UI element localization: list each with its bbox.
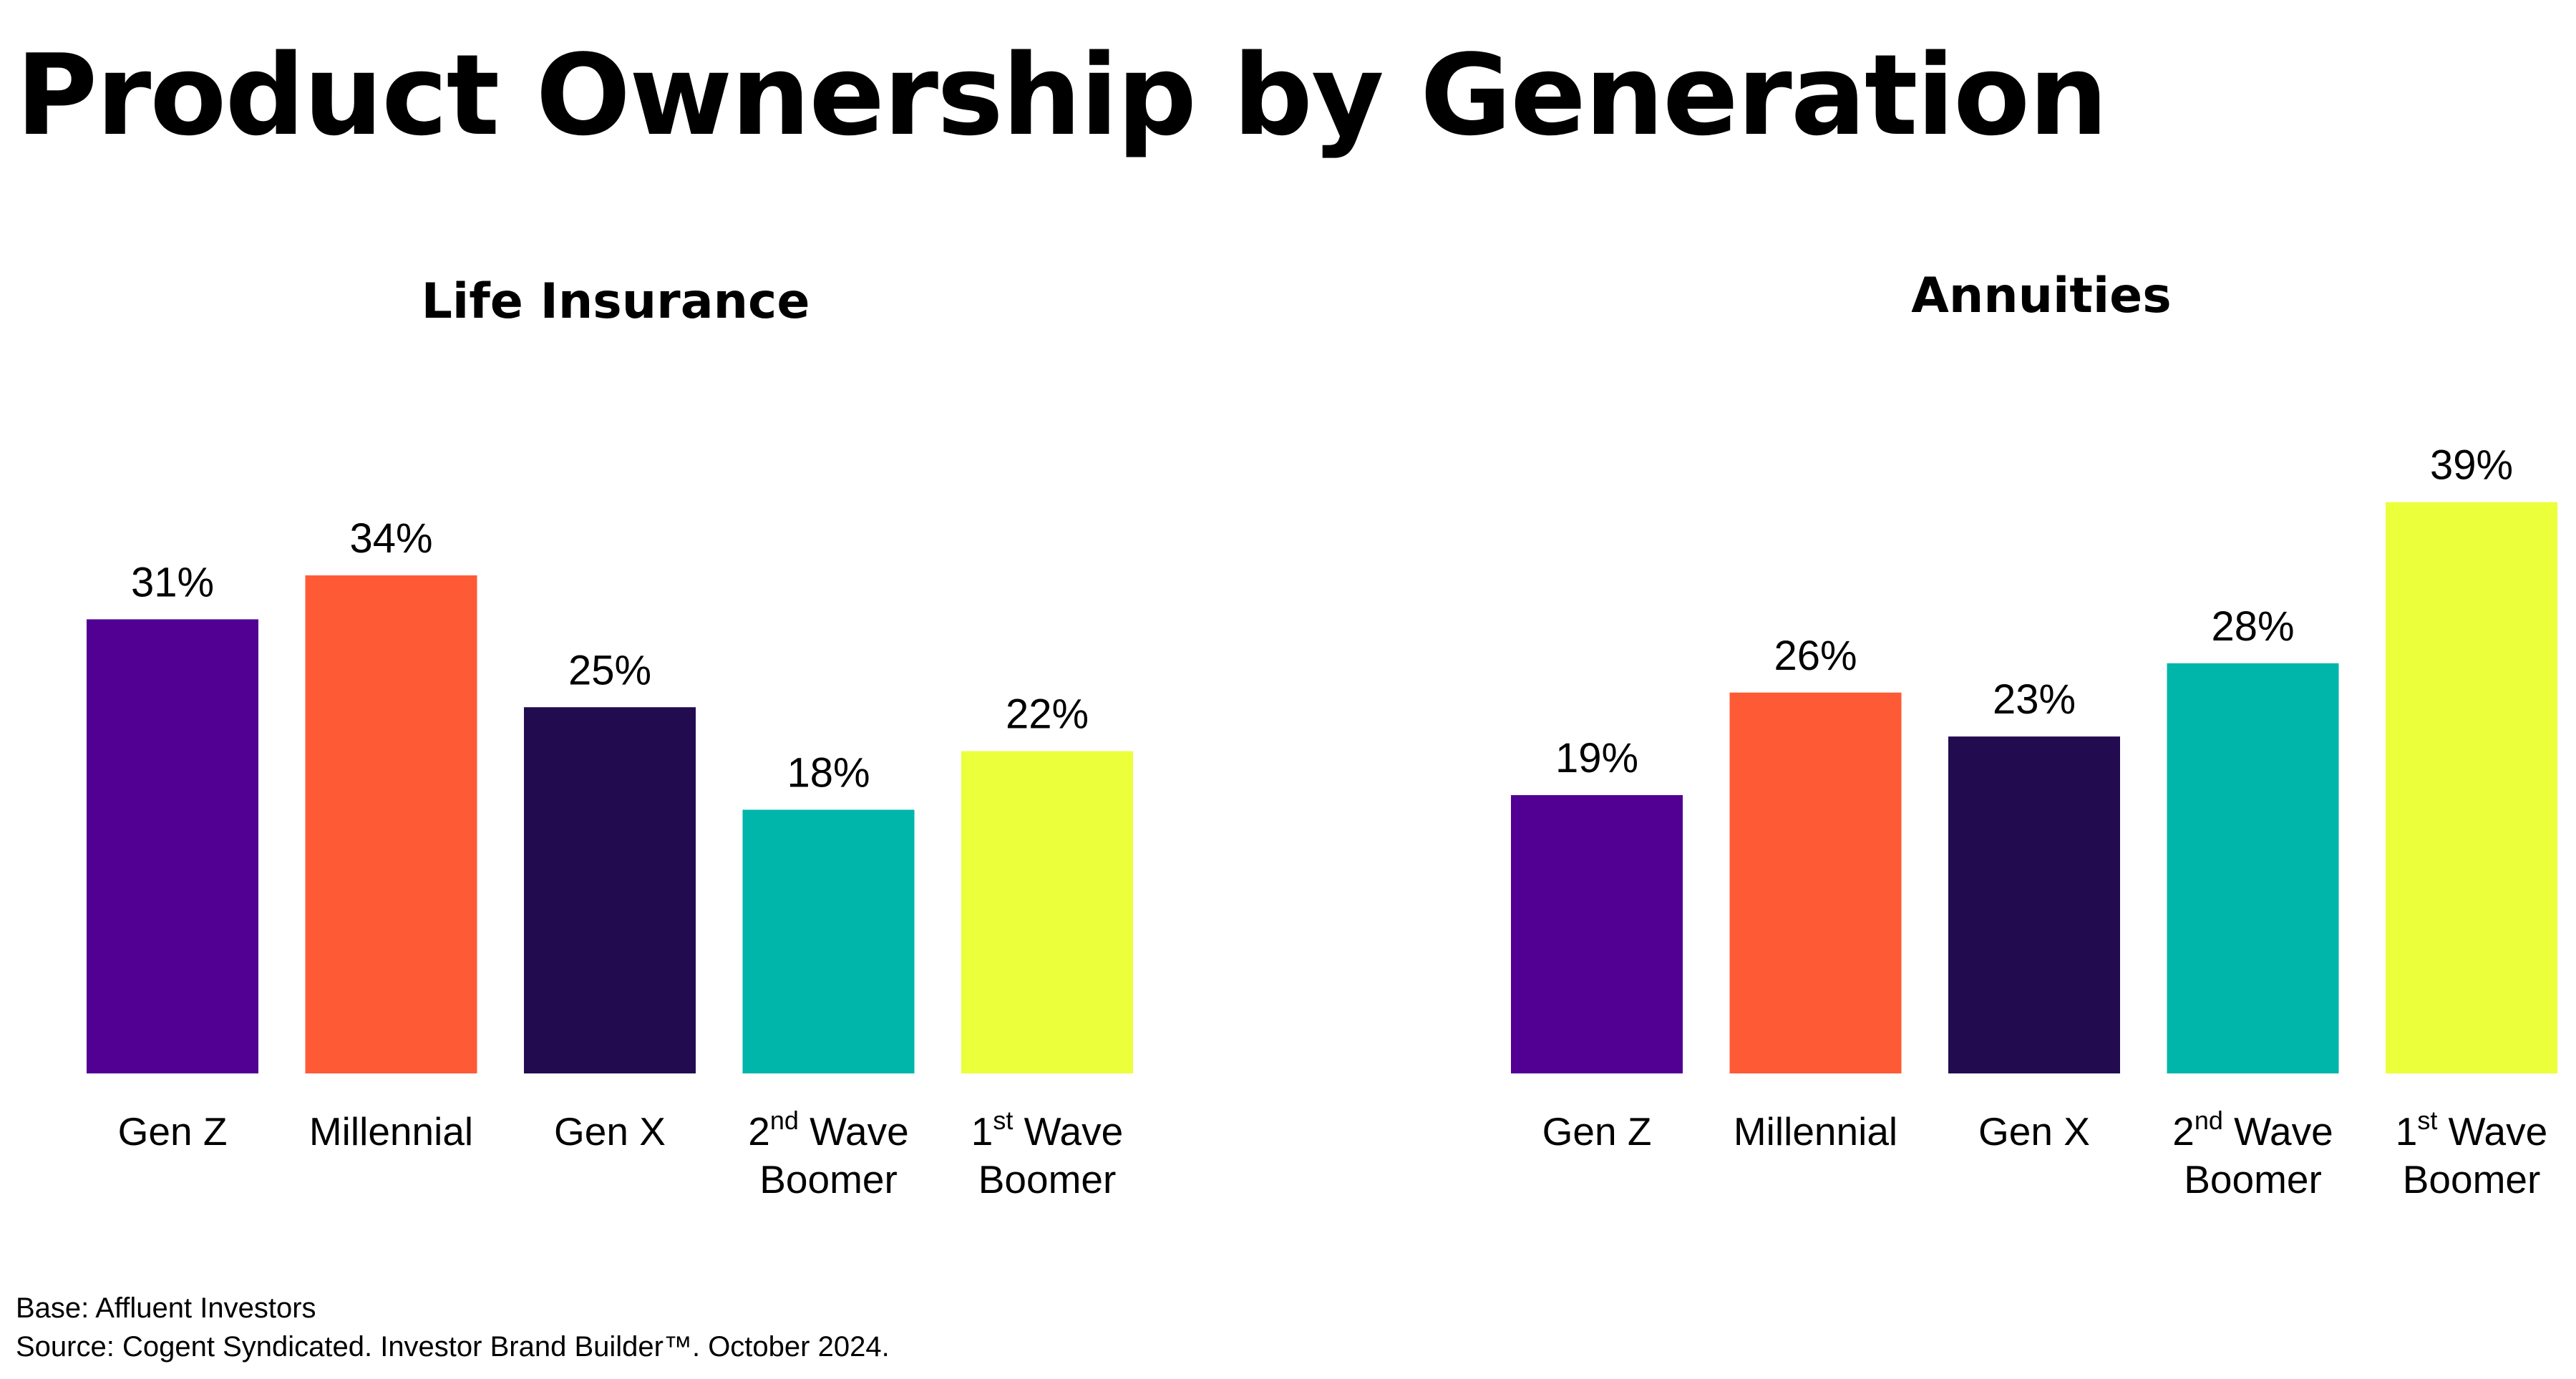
annuities-category-label: Gen X xyxy=(1978,1109,2090,1154)
life-insurance-bar xyxy=(524,707,696,1073)
base-note: Base: Affluent Investors xyxy=(16,1292,316,1324)
category-label-main: Gen X xyxy=(554,1109,666,1154)
annuities-category-label-line2: Boomer xyxy=(2184,1157,2322,1202)
life-insurance-category-label: Gen X xyxy=(554,1109,666,1154)
life-insurance-bar xyxy=(742,809,915,1073)
life-insurance-bar xyxy=(87,619,258,1073)
category-label-main: Millennial xyxy=(309,1109,473,1154)
life-insurance-bar xyxy=(961,751,1133,1073)
annuities-bar xyxy=(1948,736,2120,1073)
annuities-bar xyxy=(2167,663,2339,1073)
annuities-data-label: 28% xyxy=(2211,603,2294,650)
annuities-bar xyxy=(2386,502,2557,1073)
life-insurance-category-label: Millennial xyxy=(309,1109,473,1154)
category-label-rest: Wave xyxy=(1013,1109,1123,1154)
life-insurance-category-label: Gen Z xyxy=(118,1109,228,1154)
life-insurance-category-label: 2nd Wave xyxy=(748,1106,908,1154)
annuities-category-label-line2: Boomer xyxy=(2403,1157,2541,1202)
source-note: Source: Cogent Syndicated. Investor Bran… xyxy=(16,1331,890,1363)
annuities-category-label: 1st Wave xyxy=(2396,1106,2547,1154)
annuities-bar xyxy=(1511,795,1683,1073)
annuities-bar xyxy=(1729,692,1902,1073)
category-label-main: Millennial xyxy=(1734,1109,1897,1154)
annuities-data-label: 19% xyxy=(1555,735,1638,781)
annuities-category-label: Gen Z xyxy=(1542,1109,1652,1154)
annuities-category-label: Millennial xyxy=(1734,1109,1897,1154)
life-insurance-chart: Life Insurance 31% Gen Z 34% Millennial 25% Ge… xyxy=(87,273,1133,1202)
category-label-main: Gen X xyxy=(1978,1109,2090,1154)
category-label-ordinal: nd xyxy=(770,1106,799,1135)
category-label-ordinal: st xyxy=(993,1106,1013,1135)
life-insurance-data-label: 31% xyxy=(131,559,214,605)
life-insurance-chart-title: Life Insurance xyxy=(422,273,810,330)
category-label-main: 2 xyxy=(748,1109,770,1154)
life-insurance-data-label: 34% xyxy=(349,515,432,562)
category-label-rest: Wave xyxy=(2223,1109,2333,1154)
category-label-rest: Wave xyxy=(2437,1109,2547,1154)
annuities-chart: Annuities 19% Gen Z 26% Millennial 23% Gen X 28… xyxy=(1511,268,2557,1202)
life-insurance-category-label-line2: Boomer xyxy=(978,1157,1117,1202)
annuities-data-label: 26% xyxy=(1774,633,1857,679)
category-label-main: Gen Z xyxy=(118,1109,228,1154)
category-label-main: 1 xyxy=(971,1109,993,1154)
life-insurance-data-label: 25% xyxy=(568,647,651,693)
category-label-main: 2 xyxy=(2172,1109,2195,1154)
life-insurance-data-label: 22% xyxy=(1006,691,1089,738)
life-insurance-data-label: 18% xyxy=(787,750,870,796)
category-label-rest: Wave xyxy=(799,1109,909,1154)
life-insurance-category-label-line2: Boomer xyxy=(759,1157,898,1202)
annuities-chart-title: Annuities xyxy=(1911,268,2172,324)
category-label-ordinal: st xyxy=(2417,1106,2437,1135)
life-insurance-category-label: 1st Wave xyxy=(971,1106,1123,1154)
annuities-data-label: 39% xyxy=(2430,442,2513,489)
life-insurance-bar xyxy=(305,575,477,1073)
category-label-main: 1 xyxy=(2396,1109,2418,1154)
category-label-ordinal: nd xyxy=(2195,1106,2223,1135)
annuities-data-label: 23% xyxy=(1993,676,2076,723)
category-label-main: Gen Z xyxy=(1542,1109,1652,1154)
annuities-category-label: 2nd Wave xyxy=(2172,1106,2333,1154)
page-title: Product Ownership by Generation xyxy=(16,30,2108,160)
